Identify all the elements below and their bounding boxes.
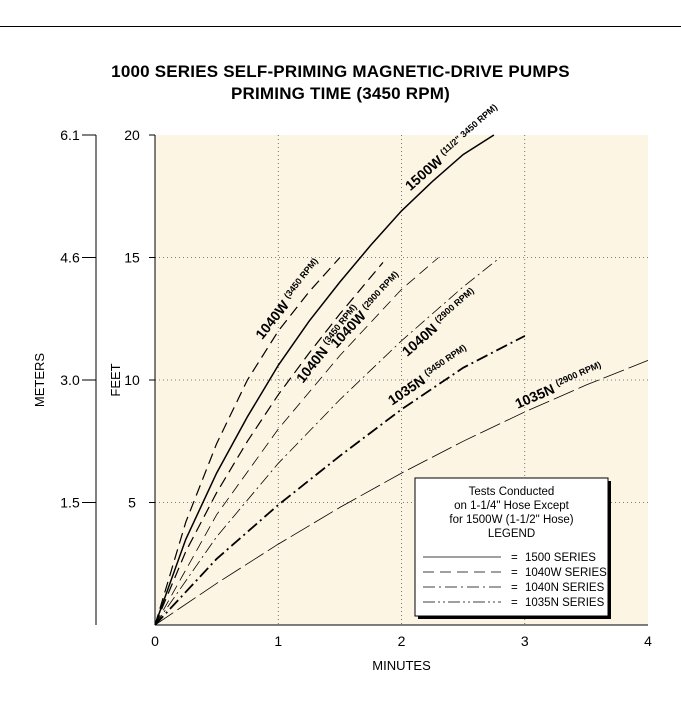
x-tick-label: 3 — [521, 633, 529, 649]
series-line — [154, 257, 341, 626]
series-line — [154, 335, 526, 626]
legend-item-label: 1040W SERIES — [525, 567, 607, 579]
x-tick-label: 4 — [644, 633, 652, 649]
x-tick-label: 0 — [151, 633, 159, 649]
y-tick-label: 10 — [124, 372, 140, 388]
y-axis-label: FEET — [108, 363, 123, 396]
y-tick-label: 20 — [124, 127, 140, 143]
legend-equals: = — [511, 582, 518, 594]
series-line — [154, 360, 649, 626]
top-rule — [0, 26, 681, 27]
y2-tick-label: 1.5 — [60, 495, 80, 511]
y2-tick-label: 6.1 — [60, 127, 80, 143]
series-line — [154, 257, 439, 626]
chart-title: 1000 SERIES SELF-PRIMING MAGNETIC-DRIVE … — [111, 62, 570, 81]
y-tick-label: 15 — [124, 250, 140, 266]
x-axis-label: MINUTES — [372, 658, 431, 673]
series-line — [154, 257, 501, 626]
legend-item-label: 1035N SERIES — [525, 597, 605, 609]
legend-header-line: Tests Conducted — [469, 486, 555, 498]
legend-equals: = — [511, 567, 518, 579]
series-line — [154, 134, 495, 626]
y2-tick-label: 3.0 — [60, 372, 80, 388]
legend-equals: = — [511, 597, 518, 609]
y-tick-label: 5 — [128, 495, 136, 511]
legend-header-line: LEGEND — [488, 528, 535, 540]
legend-equals: = — [511, 552, 518, 564]
x-tick-label: 2 — [398, 633, 406, 649]
legend-item-label: 1500 SERIES — [525, 552, 596, 564]
y2-tick-label: 4.6 — [60, 250, 80, 266]
legend-item-label: 1040N SERIES — [525, 582, 605, 594]
x-tick-label: 1 — [274, 633, 282, 649]
series-line — [154, 262, 384, 626]
legend-header-line: for 1500W (1-1/2" Hose) — [449, 514, 573, 526]
y2-axis-label: METERS — [32, 353, 47, 408]
chart-subtitle: PRIMING TIME (3450 RPM) — [230, 84, 451, 103]
legend-box — [414, 477, 609, 617]
legend-header-line: on 1-1/4" Hose Except — [454, 500, 569, 512]
